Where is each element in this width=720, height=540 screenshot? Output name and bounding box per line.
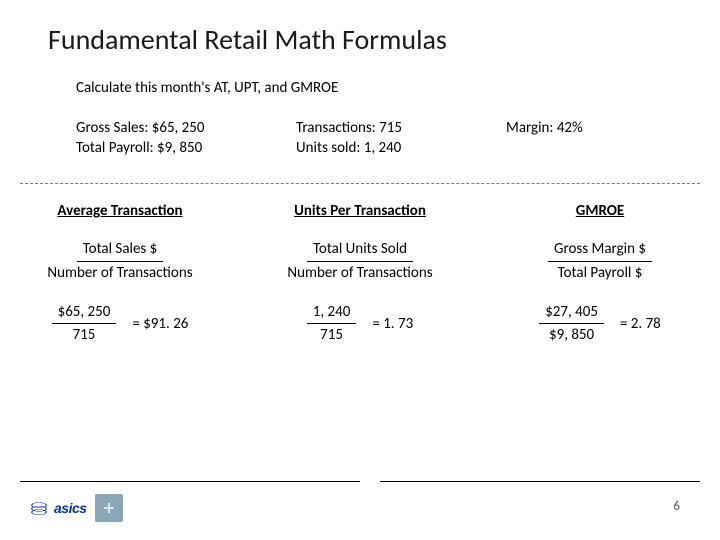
calc-fraction-upt: 1, 240 715 — [307, 303, 357, 346]
asics-wordmark: asics — [54, 500, 87, 516]
calc-numer-at: $65, 250 — [52, 303, 117, 325]
calc-result-upt: = 1. 73 — [372, 315, 413, 333]
formula-numer-gmroe: Gross Margin $ — [548, 240, 652, 262]
page-number: 6 — [673, 499, 680, 514]
footer-rule-right — [380, 481, 700, 482]
footer-logo-group: asics — [28, 494, 123, 522]
formula-numer-upt: Total Units Sold — [307, 240, 413, 262]
formula-fraction-gmroe: Gross Margin $ Total Payroll $ — [548, 240, 652, 283]
calc-result-at: = $91. 26 — [132, 315, 188, 333]
metric-col-at: Average Transaction Total Sales $ Number… — [0, 202, 240, 345]
metric-name-gmroe: GMROE — [576, 202, 624, 220]
formula-fraction-upt: Total Units Sold Number of Transactions — [281, 240, 438, 283]
metric-col-upt: Units Per Transaction Total Units Sold N… — [240, 202, 480, 345]
calc-denom-upt: 715 — [314, 324, 349, 345]
formula-numer-at: Total Sales $ — [77, 240, 164, 262]
calc-fraction-at: $65, 250 715 — [52, 303, 117, 346]
units-sold-label: Units sold: 1, 240 — [296, 139, 506, 157]
given-data-row: Gross Sales: $65, 250 Total Payroll: $9,… — [0, 97, 720, 157]
calc-fraction-gmroe: $27, 405 $9, 850 — [539, 303, 604, 346]
margin-label: Margin: 42% — [506, 119, 676, 137]
formula-denom-gmroe: Total Payroll $ — [552, 262, 649, 283]
formula-grid: Average Transaction Total Sales $ Number… — [0, 184, 720, 345]
transactions-label: Transactions: 715 — [296, 119, 506, 137]
calc-denom-at: 715 — [67, 324, 102, 345]
metric-name-at: Average Transaction — [57, 202, 182, 220]
asics-swirl-icon — [28, 501, 50, 515]
metric-name-upt: Units Per Transaction — [294, 202, 426, 220]
given-col-sales: Gross Sales: $65, 250 Total Payroll: $9,… — [76, 119, 296, 157]
formula-fraction-at: Total Sales $ Number of Transactions — [41, 240, 198, 283]
formula-denom-upt: Number of Transactions — [281, 262, 438, 283]
total-payroll-label: Total Payroll: $9, 850 — [76, 139, 296, 157]
footer-rule-left — [20, 481, 360, 482]
metric-col-gmroe: GMROE Gross Margin $ Total Payroll $ $27… — [480, 202, 720, 345]
given-col-transactions: Transactions: 715 Units sold: 1, 240 — [296, 119, 506, 157]
asics-logo: asics — [28, 500, 87, 516]
formula-denom-at: Number of Transactions — [41, 262, 198, 283]
calc-row-at: $65, 250 715 = $91. 26 — [52, 303, 189, 346]
calc-denom-gmroe: $9, 850 — [543, 324, 600, 345]
slide-subtitle: Calculate this month's AT, UPT, and GMRO… — [0, 57, 720, 97]
calc-row-gmroe: $27, 405 $9, 850 = 2. 78 — [539, 303, 661, 346]
secondary-logo-icon — [95, 494, 123, 522]
calc-row-upt: 1, 240 715 = 1. 73 — [307, 303, 413, 346]
slide-title: Fundamental Retail Math Formulas — [0, 0, 720, 57]
given-col-margin: Margin: 42% — [506, 119, 676, 157]
calc-numer-upt: 1, 240 — [307, 303, 357, 325]
calc-result-gmroe: = 2. 78 — [620, 315, 661, 333]
calc-numer-gmroe: $27, 405 — [539, 303, 604, 325]
gross-sales-label: Gross Sales: $65, 250 — [76, 119, 296, 137]
